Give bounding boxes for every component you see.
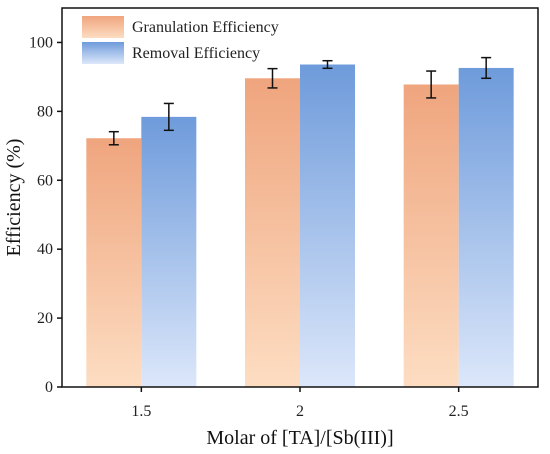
y-tick-label: 100	[29, 34, 53, 51]
bar-s1-2	[458, 67, 514, 387]
legend-item-1: Removal Efficiency	[82, 42, 260, 64]
error-bar-s1-1	[322, 59, 333, 70]
legend-item-0: Granulation Efficiency	[82, 16, 279, 38]
error-bar-s0-2	[426, 70, 437, 99]
x-tick-label: 1.5	[131, 403, 151, 420]
bar-s0-1	[245, 78, 300, 388]
x-axis-ticks: 1.5 2 2.5	[131, 387, 469, 420]
y-tick-label: 40	[37, 241, 53, 258]
legend-swatch	[82, 16, 124, 38]
y-tick-label: 0	[45, 379, 53, 396]
y-tick-label: 60	[37, 172, 53, 189]
error-bar-s0-1	[267, 67, 278, 89]
error-bar-s1-0	[163, 102, 174, 132]
error-bar-s0-0	[108, 130, 119, 146]
bar-s1-1	[300, 64, 355, 387]
y-axis-ticks: 0 20 40 60 80 100	[29, 34, 62, 396]
x-tick-label: 2.5	[449, 403, 469, 420]
x-axis-label: Molar of [TA]/[Sb(III)]	[206, 427, 393, 449]
y-tick-label: 20	[37, 310, 53, 327]
bars-layer	[86, 64, 514, 388]
legend-label: Removal Efficiency	[132, 45, 260, 62]
bar-s1-0	[141, 116, 197, 387]
y-axis-label: Efficiency (%)	[3, 139, 25, 257]
y-tick-label: 80	[37, 103, 53, 120]
error-bars-layer	[108, 56, 492, 146]
bar-s0-0	[86, 138, 142, 387]
x-tick-label: 2	[296, 403, 304, 420]
bar-s0-2	[403, 84, 459, 388]
legend-swatch	[82, 42, 124, 64]
legend: Granulation Efficiency Removal Efficiency	[82, 16, 279, 64]
error-bar-s1-2	[481, 56, 492, 80]
legend-label: Granulation Efficiency	[132, 19, 279, 36]
